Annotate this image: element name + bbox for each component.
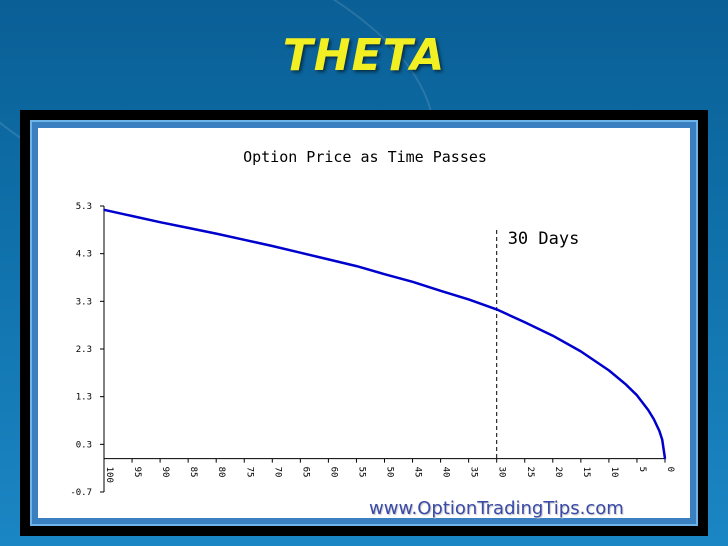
- y-tick-label: 1.3: [76, 393, 92, 403]
- slide-title: THETA: [282, 30, 446, 81]
- x-tick-label: 80: [216, 467, 226, 478]
- data-point: [624, 383, 627, 386]
- data-point: [103, 209, 105, 211]
- annotation-label: 30 Days: [508, 229, 580, 249]
- data-point: [243, 239, 246, 241]
- x-tick-label: 5: [637, 467, 647, 472]
- watermark-text: www.OptionTradingTips.com: [369, 498, 624, 519]
- data-point: [523, 321, 526, 324]
- x-tick-label: 85: [188, 467, 198, 478]
- x-tick-label: 20: [553, 467, 563, 478]
- y-tick-label: 4.3: [76, 250, 92, 260]
- data-point: [327, 258, 330, 261]
- data-point: [580, 350, 582, 353]
- x-tick-label: 15: [581, 467, 591, 478]
- data-point: [647, 409, 649, 411]
- x-tick-label: 10: [609, 467, 619, 478]
- plot-panel: [38, 128, 690, 518]
- x-tick-label: 45: [413, 467, 423, 478]
- series-line: [103, 208, 667, 459]
- data-point: [652, 418, 655, 420]
- data-point: [215, 232, 217, 235]
- x-tick-label: 65: [300, 467, 310, 478]
- y-tick-label: -0.7: [70, 488, 92, 498]
- x-tick-label: 55: [356, 467, 366, 478]
- data-point: [664, 457, 666, 460]
- x-tick-label: 50: [385, 467, 395, 478]
- data-point: [608, 369, 610, 372]
- data-point: [299, 251, 302, 254]
- data-point: [636, 394, 638, 397]
- x-tick-label: 30: [497, 467, 507, 478]
- x-tick-label: 100: [104, 467, 114, 483]
- chart-frame: [20, 110, 708, 536]
- x-tick-label: 35: [469, 467, 479, 478]
- x-tick-label: 95: [132, 467, 142, 478]
- data-point: [658, 430, 661, 432]
- data-point: [271, 245, 274, 247]
- x-tick-label: 0: [665, 467, 675, 472]
- data-point: [131, 215, 133, 217]
- x-tick-label: 70: [272, 467, 282, 478]
- data-point: [552, 334, 554, 337]
- y-tick-label: 2.3: [76, 345, 92, 355]
- data-point: [187, 227, 189, 229]
- data-point: [355, 265, 358, 267]
- y-tick-label: 5.3: [76, 202, 92, 212]
- x-tick-label: 90: [160, 467, 170, 478]
- y-tick-label: 3.3: [76, 297, 92, 307]
- data-point: [495, 308, 498, 311]
- x-tick-label: 75: [244, 467, 254, 478]
- chart-title: Option Price as Time Passes: [243, 148, 487, 166]
- data-point: [383, 273, 386, 275]
- x-tick-label: 40: [441, 467, 451, 478]
- data-point: [411, 280, 414, 283]
- data-point: [439, 290, 442, 292]
- data-point: [661, 438, 663, 441]
- data-point: [467, 298, 470, 301]
- data-point: [159, 221, 161, 224]
- x-tick-label: 25: [525, 467, 535, 478]
- x-tick-label: 60: [328, 467, 338, 478]
- y-tick-label: 0.3: [76, 440, 92, 450]
